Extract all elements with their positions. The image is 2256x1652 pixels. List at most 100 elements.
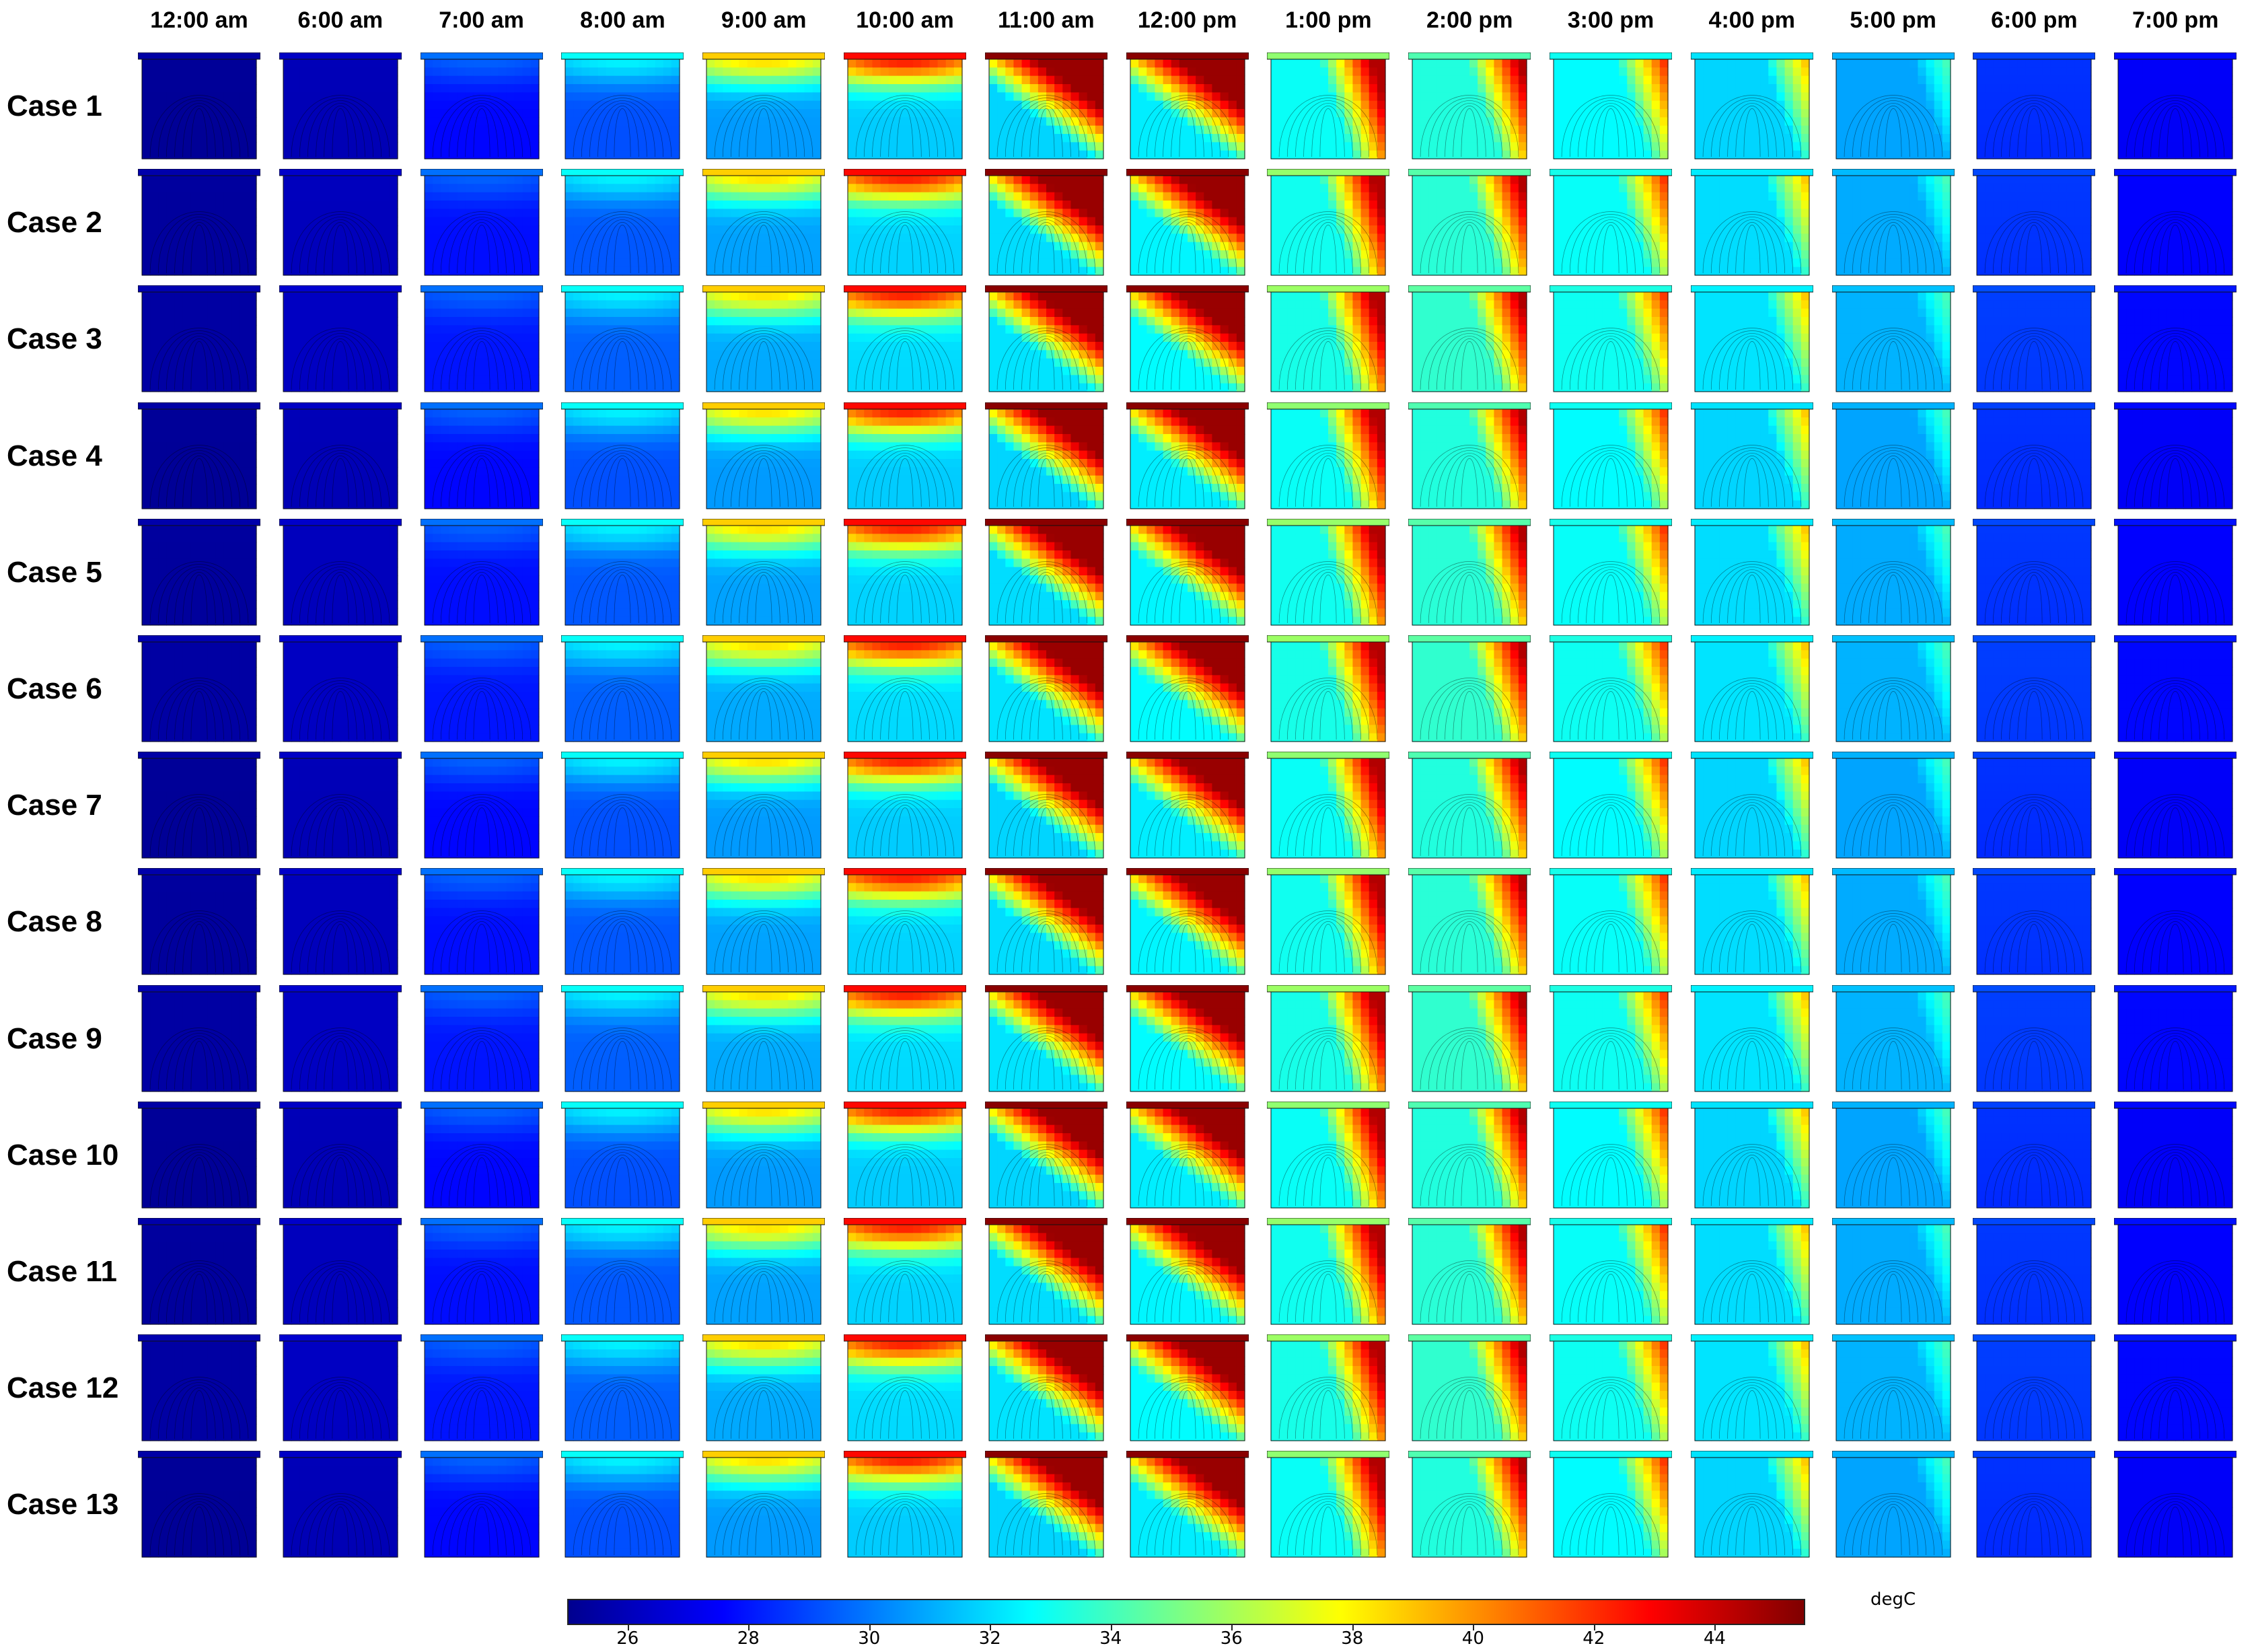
enclosure-outline — [988, 758, 1104, 859]
field-plot — [1408, 635, 1531, 742]
temperature-field — [561, 1334, 684, 1442]
cover-plate — [1126, 1451, 1249, 1458]
temperature-field — [561, 984, 684, 1093]
cover-plate — [2114, 1218, 2237, 1225]
temperature-map — [848, 642, 963, 742]
temperature-field — [1267, 1101, 1390, 1209]
temperature-field — [1126, 1101, 1249, 1209]
temperature-field — [138, 1451, 260, 1558]
temperature-field — [138, 1101, 260, 1209]
enclosure-outline — [1130, 874, 1245, 975]
field-plot — [844, 52, 966, 159]
enclosure-outline — [1270, 991, 1386, 1092]
temperature-map — [1977, 1458, 2092, 1558]
colorbar-tick-label: 44 — [1687, 1628, 1741, 1649]
temperature-map — [1130, 292, 1245, 392]
field-plot — [702, 169, 826, 276]
field-plot — [138, 1218, 260, 1325]
temperature-field — [844, 1451, 966, 1558]
temperature-field — [138, 285, 260, 393]
temperature-field — [420, 402, 543, 510]
enclosure-outline — [1976, 1340, 2092, 1441]
enclosure-outline — [1835, 1224, 1951, 1325]
enclosure-outline — [424, 408, 540, 509]
cover-plate — [561, 169, 684, 176]
enclosure-outline — [1270, 1108, 1386, 1209]
cover-plate — [1126, 169, 1249, 176]
field-plot — [1126, 1101, 1249, 1209]
enclosure-outline — [1553, 1108, 1669, 1209]
temperature-field — [279, 1218, 402, 1326]
field-plot — [1973, 285, 2096, 392]
colorbar-tick — [1352, 1625, 1354, 1630]
field-plot — [844, 169, 966, 276]
cover-plate — [702, 635, 826, 643]
temperature-field — [1408, 52, 1531, 160]
field-plot — [1973, 635, 2096, 742]
field-plot — [138, 1451, 260, 1558]
field-plot — [1408, 169, 1531, 276]
cover-plate — [138, 635, 260, 643]
temperature-field — [1973, 1334, 2096, 1442]
cover-plate — [1408, 1101, 1531, 1109]
cover-plate — [702, 1101, 826, 1109]
cover-plate — [844, 868, 966, 875]
field-plot — [420, 1218, 543, 1325]
field-plot — [2114, 1334, 2237, 1441]
enclosure-outline — [2117, 991, 2233, 1092]
field-plot — [984, 1218, 1107, 1325]
temperature-field — [561, 402, 684, 510]
field-plot — [1408, 518, 1531, 626]
field-plot — [1408, 984, 1531, 1092]
enclosure-outline — [1694, 641, 1810, 742]
cover-plate — [138, 285, 260, 293]
cover-plate — [1550, 285, 1672, 293]
enclosure-outline — [1976, 1457, 2092, 1558]
enclosure-outline — [1553, 1224, 1669, 1325]
temperature-field — [2114, 1451, 2237, 1558]
temperature-map — [142, 176, 257, 276]
field-plot — [561, 285, 684, 392]
field-plot — [1550, 635, 1672, 742]
enclosure-outline — [847, 1224, 963, 1325]
temperature-field — [561, 752, 684, 859]
cover-plate — [1831, 1334, 1955, 1342]
cover-plate — [279, 169, 402, 176]
temperature-field — [420, 752, 543, 859]
cover-plate — [420, 752, 543, 759]
field-plot — [1126, 518, 1249, 626]
enclosure-outline — [1694, 1340, 1810, 1441]
temperature-map — [706, 1225, 822, 1325]
cover-plate — [1973, 52, 2096, 60]
temperature-field — [1126, 635, 1249, 743]
enclosure-outline — [565, 1457, 680, 1558]
temperature-map — [1412, 408, 1527, 509]
temperature-map — [706, 525, 822, 626]
temperature-map — [1271, 642, 1386, 742]
temperature-map — [988, 176, 1104, 276]
enclosure-outline — [1835, 525, 1951, 626]
time-label: 10:00 am — [834, 1, 976, 39]
cover-plate — [1126, 1101, 1249, 1109]
enclosure-outline — [1412, 874, 1527, 975]
field-plot — [2114, 868, 2237, 975]
enclosure-outline — [1412, 291, 1527, 392]
cover-plate — [1267, 169, 1390, 176]
temperature-map — [142, 408, 257, 509]
cover-plate — [1973, 1451, 2096, 1458]
cover-plate — [1831, 1451, 1955, 1458]
temperature-map — [1835, 1341, 1951, 1441]
temperature-field — [2114, 1101, 2237, 1209]
temperature-field — [279, 1101, 402, 1209]
cover-plate — [279, 1101, 402, 1109]
enclosure-outline — [1270, 175, 1386, 276]
enclosure-outline — [1270, 1457, 1386, 1558]
cover-plate — [1267, 1334, 1390, 1342]
temperature-field — [984, 1218, 1107, 1326]
field-plot — [561, 1451, 684, 1558]
temperature-map — [2118, 525, 2233, 626]
field-plot — [1550, 1101, 1672, 1209]
temperature-map — [1130, 59, 1245, 159]
field-plot — [1831, 984, 1955, 1092]
enclosure-outline — [1835, 1340, 1951, 1441]
